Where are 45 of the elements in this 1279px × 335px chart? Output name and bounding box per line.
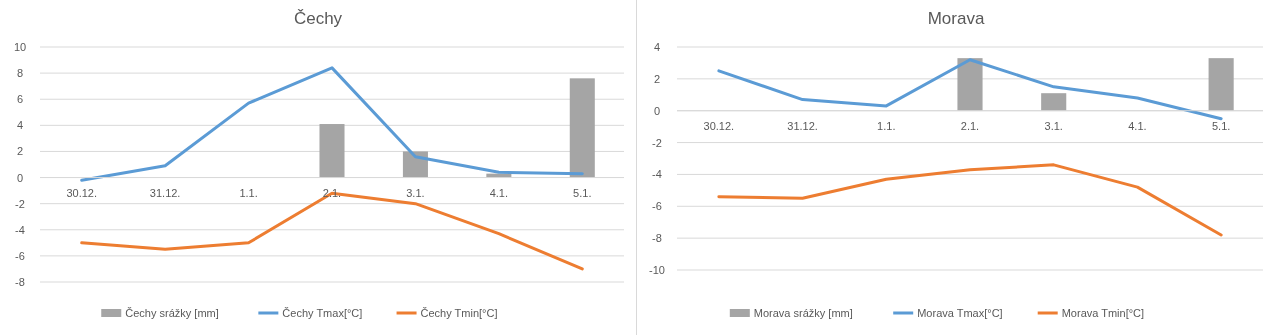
line-series xyxy=(80,66,584,182)
y-tick-label: 6 xyxy=(16,93,24,106)
x-tick-label: 5.1. xyxy=(573,186,592,199)
line-series xyxy=(717,163,1223,237)
y-tick-label: 0 xyxy=(653,104,661,117)
y-tick-label: 2 xyxy=(653,72,661,85)
y-tick-label: 10 xyxy=(13,41,27,53)
x-tick-label: 30.12. xyxy=(66,186,98,199)
y-tick-label: -2 xyxy=(15,197,25,210)
x-tick-label: 3.1. xyxy=(406,186,425,199)
y-tick-label: -8 xyxy=(15,276,25,288)
y-tick-label: -6 xyxy=(15,249,25,262)
y-tick-label: 8 xyxy=(16,67,24,80)
bar xyxy=(402,151,428,178)
x-tick-label: 31.12. xyxy=(149,186,181,199)
y-tick-label: -4 xyxy=(652,168,662,181)
y-tick-label: -8 xyxy=(652,232,662,245)
y-tick-label: 2 xyxy=(16,145,24,158)
x-tick-label: 5.1. xyxy=(1211,119,1231,132)
line-series xyxy=(717,58,1223,121)
y-tick-label: -10 xyxy=(649,264,665,276)
legend-label: Čechy Tmax[°C] xyxy=(282,307,363,319)
legend-label: Čechy srážky [mm] xyxy=(125,307,219,319)
chart-title: Čechy xyxy=(293,9,343,28)
bar xyxy=(569,78,595,178)
y-tick-label: 0 xyxy=(16,171,24,184)
x-tick-label: 31.12. xyxy=(787,119,818,132)
y-tick-label: -2 xyxy=(652,136,662,149)
x-tick-label: 30.12. xyxy=(703,119,735,132)
y-tick-label: 4 xyxy=(16,119,24,132)
legend-label: Morava Tmin[°C] xyxy=(1061,307,1145,319)
legend-label: Čechy Tmin[°C] xyxy=(420,307,498,319)
x-tick-label: 1.1. xyxy=(877,119,896,132)
x-tick-label: 4.1. xyxy=(1128,119,1147,132)
legend-label: Morava Tmax[°C] xyxy=(917,307,1003,319)
x-tick-label: 2.1. xyxy=(960,119,980,132)
x-tick-label: 1.1. xyxy=(239,186,258,199)
chart-title: Morava xyxy=(927,9,985,28)
y-tick-label: -6 xyxy=(652,200,662,213)
y-tick-label: 4 xyxy=(653,41,661,53)
y-tick-label: -4 xyxy=(15,223,25,236)
x-tick-label: 4.1. xyxy=(489,186,509,199)
x-tick-label: 3.1. xyxy=(1044,119,1063,132)
bar xyxy=(319,124,345,178)
legend-label: Morava srážky [mm] xyxy=(753,307,853,319)
